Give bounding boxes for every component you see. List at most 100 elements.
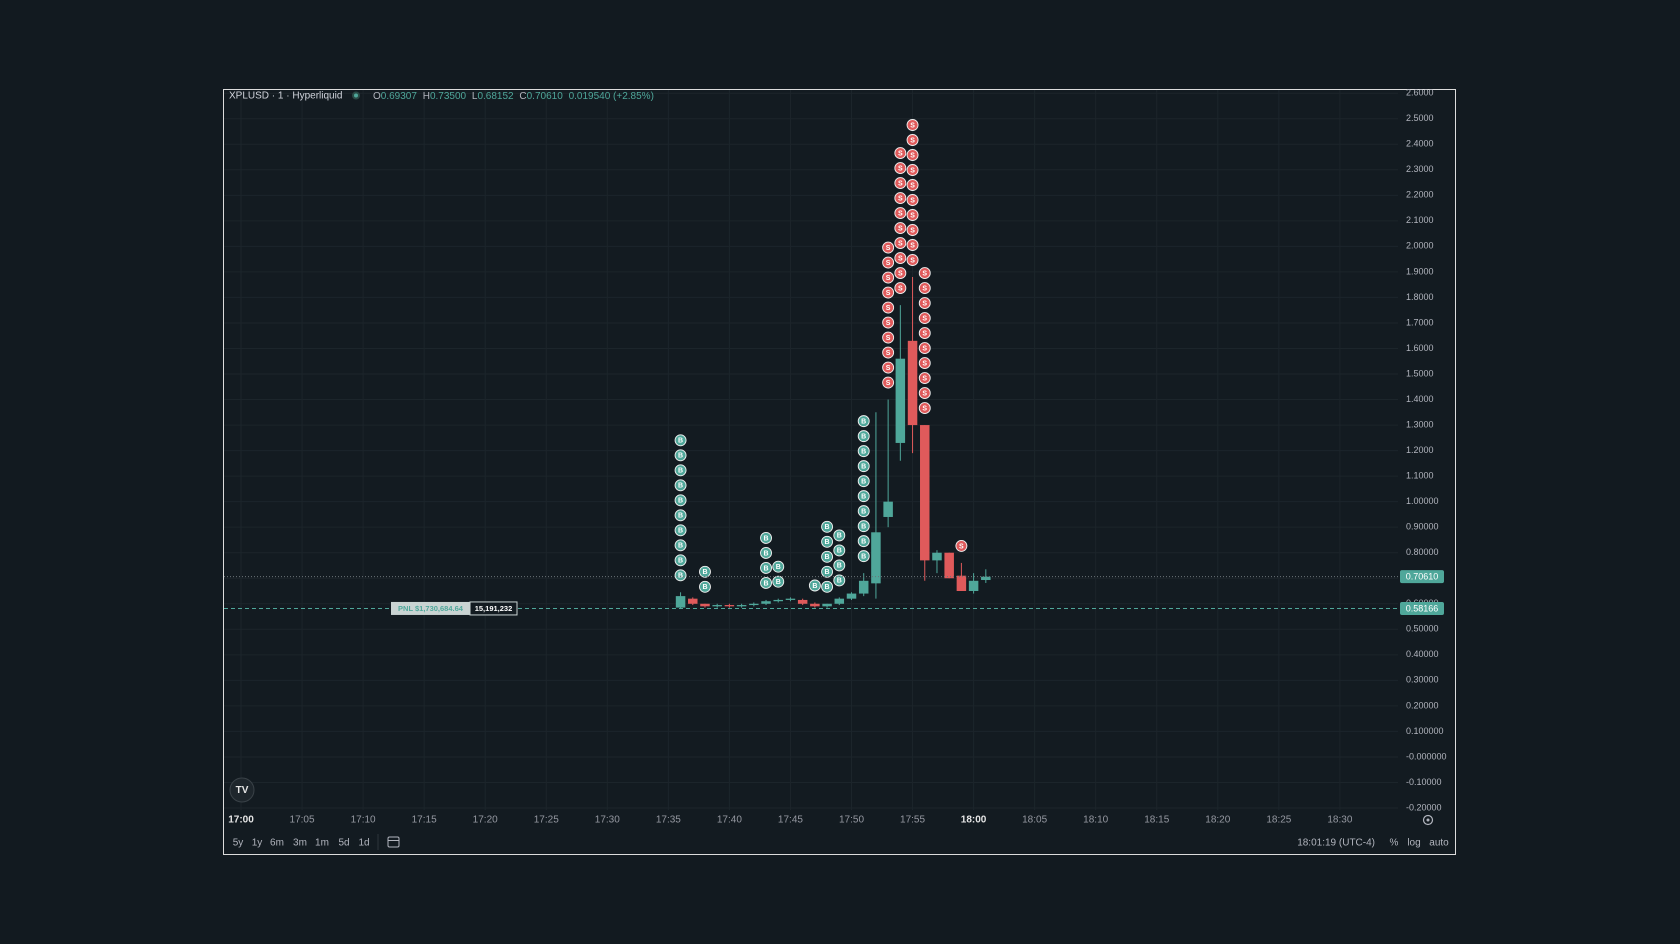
trade-marker [760, 546, 772, 559]
candle-body [883, 501, 893, 517]
trade-marker [857, 460, 870, 473]
trade-marker-label: B [812, 583, 817, 590]
trade-marker [894, 207, 907, 220]
y-tick-label: 1.2000 [1406, 445, 1434, 455]
y-tick-label: 2.2000 [1406, 190, 1434, 200]
trade-marker [833, 574, 846, 587]
trade-marker-label: B [861, 418, 866, 425]
pnl-box [391, 601, 470, 615]
x-tick-label: 18:05 [1022, 815, 1047, 826]
calendar[interactable] [387, 836, 400, 848]
candle-body [724, 605, 735, 607]
log-toggle[interactable]: log [1407, 838, 1420, 849]
y-tick-label: 2.1000 [1406, 215, 1434, 225]
trade-marker-label: S [922, 375, 927, 382]
trade-marker [906, 164, 919, 176]
range-button[interactable]: 1d [358, 838, 369, 849]
range-button[interactable]: 1y [252, 838, 263, 849]
candle-body [834, 598, 845, 604]
trade-marker-label: S [886, 320, 891, 327]
calendar-icon[interactable] [387, 836, 400, 848]
trade-marker-label: S [910, 242, 915, 249]
y-tick-label: 2.4000 [1406, 139, 1434, 149]
candle-body [895, 358, 906, 443]
trade-marker-label: S [898, 270, 903, 277]
y-tick-label: 1.1000 [1406, 471, 1434, 481]
trade-marker [894, 252, 907, 265]
y-tick-label: 0.40000 [1406, 649, 1439, 659]
trade-marker-label: B [837, 563, 842, 570]
price-label: 0.58166 [1406, 603, 1439, 613]
y-tick-label: -0.10000 [1406, 777, 1442, 787]
x-tick-label: 17:50 [839, 815, 864, 826]
range-button[interactable]: 5y [233, 838, 244, 849]
candle-body [773, 599, 783, 602]
trade-marker [857, 490, 870, 503]
trade-marker-label: S [898, 195, 903, 202]
candle-body [749, 603, 759, 606]
tv-logo[interactable]: TV [229, 777, 255, 803]
trade-marker-label: S [910, 197, 915, 204]
h-label: H [423, 91, 430, 102]
c-value: 0.70610 [527, 91, 564, 102]
trade-marker [882, 316, 895, 329]
trade-marker-label: B [861, 463, 866, 470]
trade-marker [699, 565, 711, 578]
trade-marker-label: B [763, 550, 768, 557]
x-tick-label: 18:10 [1083, 815, 1108, 826]
pnl-label: PNL $1,730,684.64 [398, 604, 464, 613]
trade-marker [821, 565, 834, 578]
gear[interactable] [1422, 814, 1434, 826]
trade-marker [857, 550, 870, 563]
trade-marker [894, 192, 907, 205]
auto-toggle[interactable]: auto [1429, 838, 1449, 849]
trade-marker [674, 449, 687, 462]
trade-marker [894, 267, 907, 280]
trade-marker [699, 580, 711, 593]
range-button[interactable]: 5d [338, 838, 349, 849]
trade-marker [906, 149, 919, 161]
status-dot [352, 91, 360, 100]
y-tick-label: 1.00000 [1406, 496, 1439, 506]
percent-toggle[interactable]: % [1390, 838, 1399, 849]
trade-marker-label: S [910, 227, 915, 234]
trade-marker-label: S [886, 290, 891, 297]
trade-marker-label: B [763, 565, 768, 572]
trade-marker-label: B [678, 573, 683, 580]
trade-marker-label: B [678, 543, 683, 550]
grid [224, 90, 1398, 810]
trade-marker [894, 282, 907, 295]
trade-marker-label: B [837, 548, 842, 555]
trade-marker-label: S [910, 137, 915, 144]
gear-center[interactable] [1426, 818, 1430, 822]
trade-marker [894, 177, 907, 190]
trade-marker-label: S [898, 210, 903, 217]
trade-marker [882, 376, 895, 389]
trade-marker [882, 271, 895, 284]
price-label-box [1400, 601, 1444, 615]
trade-marker [760, 576, 772, 589]
logo-badge[interactable] [229, 777, 255, 803]
x-tick-label: 18:20 [1205, 815, 1230, 826]
range-button[interactable]: 1m [315, 838, 329, 849]
settings-icon[interactable] [1422, 814, 1434, 826]
trade-marker-label: B [776, 579, 781, 586]
range-button[interactable]: 3m [293, 838, 307, 849]
trade-marker-label: S [886, 305, 891, 312]
x-tick-label: 17:15 [412, 815, 437, 826]
range-button[interactable]: 6m [270, 838, 284, 849]
trade-marker-label: S [898, 225, 903, 232]
y-tick-label: 2.0000 [1406, 241, 1434, 251]
y-tick-label: -0.20000 [1406, 802, 1442, 812]
trade-marker-label: S [910, 182, 915, 189]
trade-marker [674, 524, 687, 537]
trade-marker [674, 509, 687, 522]
trade-marker [906, 209, 919, 221]
candle-body [675, 596, 686, 608]
trade-marker-label: S [922, 300, 927, 307]
trade-marker-label: B [861, 538, 866, 545]
logo-text[interactable]: TV [236, 785, 249, 796]
trade-marker [882, 301, 895, 314]
trade-marker-label: B [861, 448, 866, 455]
